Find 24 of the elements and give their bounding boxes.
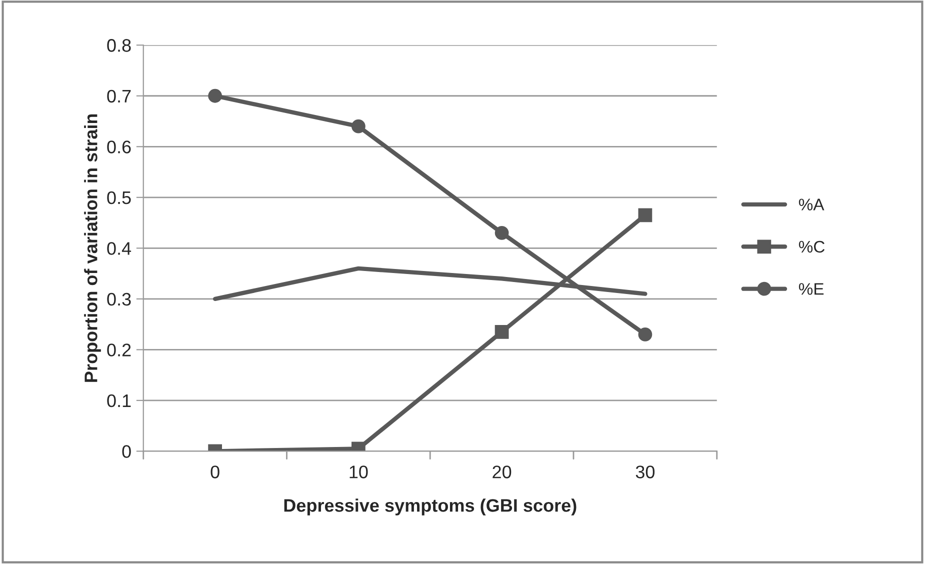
y-axis-title: Proportion of variation in strain bbox=[84, 114, 101, 382]
y-tick-label: 0.4 bbox=[107, 242, 132, 255]
x-tick-label: 0 bbox=[210, 466, 220, 478]
legend-label: %C bbox=[798, 240, 825, 253]
x-axis-title: Depressive symptoms (GBI score) bbox=[284, 498, 576, 516]
y-tick-label: 0.3 bbox=[107, 292, 131, 306]
y-tick-label: 0.5 bbox=[107, 191, 131, 204]
y-tick-label: 0.8 bbox=[107, 39, 131, 52]
point bbox=[638, 208, 652, 222]
legend-label: %A bbox=[798, 198, 824, 210]
point bbox=[208, 88, 222, 103]
y-tick-label: 0.6 bbox=[107, 140, 131, 154]
point bbox=[494, 324, 509, 339]
y-tick-label: 0 bbox=[122, 445, 131, 458]
point bbox=[351, 119, 366, 134]
x-tick-label: 10 bbox=[350, 466, 368, 478]
x-tick-label: 30 bbox=[636, 466, 655, 478]
point bbox=[638, 328, 652, 342]
y-tick-label: 0.1 bbox=[107, 394, 131, 408]
y-tick-label: 0.7 bbox=[107, 90, 131, 103]
y-tick-label: 0.2 bbox=[107, 344, 131, 356]
x-tick-label: 20 bbox=[492, 466, 512, 478]
legend-label: %E bbox=[798, 283, 824, 295]
point bbox=[494, 226, 509, 240]
